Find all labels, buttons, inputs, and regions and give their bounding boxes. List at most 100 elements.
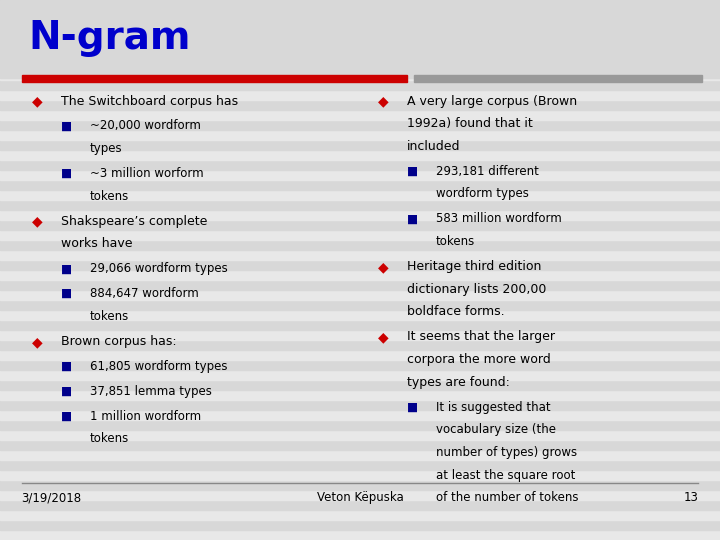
- Text: ◆: ◆: [378, 330, 389, 345]
- Bar: [0, 260, 720, 270]
- Text: works have: works have: [61, 238, 132, 251]
- Bar: [0, 410, 720, 420]
- Text: N-gram: N-gram: [29, 19, 192, 57]
- Bar: [0, 140, 720, 150]
- Text: 884,647 wordform: 884,647 wordform: [90, 287, 199, 300]
- Bar: [0, 460, 720, 470]
- Text: ◆: ◆: [378, 94, 389, 109]
- Text: ■: ■: [61, 360, 72, 373]
- Text: 583 million wordform: 583 million wordform: [436, 212, 562, 225]
- Bar: [0, 420, 720, 430]
- Text: ■: ■: [407, 165, 418, 178]
- Text: of the number of tokens: of the number of tokens: [436, 491, 578, 504]
- Text: ◆: ◆: [32, 94, 43, 109]
- Bar: [0, 340, 720, 350]
- Bar: [0, 270, 720, 280]
- Bar: [0, 10, 720, 20]
- Text: It seems that the larger: It seems that the larger: [407, 330, 555, 343]
- Text: ◆: ◆: [32, 335, 43, 349]
- Bar: [0, 30, 720, 40]
- Text: at least the square root: at least the square root: [436, 469, 575, 482]
- Bar: [0, 50, 720, 60]
- Text: 13: 13: [683, 491, 698, 504]
- Bar: [0, 110, 720, 120]
- Bar: [0, 330, 720, 340]
- Bar: [0, 280, 720, 290]
- Bar: [0, 310, 720, 320]
- Bar: [0, 440, 720, 450]
- Text: 61,805 wordform types: 61,805 wordform types: [90, 360, 228, 373]
- Bar: [0, 0, 720, 10]
- Bar: [414, 75, 702, 82]
- Text: The Switchboard corpus has: The Switchboard corpus has: [61, 94, 238, 107]
- Text: ■: ■: [61, 287, 72, 300]
- Text: 29,066 wordform types: 29,066 wordform types: [90, 262, 228, 275]
- Bar: [0, 530, 720, 540]
- Text: types are found:: types are found:: [407, 376, 510, 389]
- Text: Heritage third edition: Heritage third edition: [407, 260, 541, 273]
- Bar: [0, 250, 720, 260]
- Bar: [0, 160, 720, 170]
- Text: vocabulary size (the: vocabulary size (the: [436, 423, 556, 436]
- Bar: [0, 40, 720, 50]
- Text: 1992a) found that it: 1992a) found that it: [407, 117, 533, 130]
- Text: ■: ■: [61, 167, 72, 180]
- Bar: [0, 220, 720, 230]
- Bar: [0, 130, 720, 140]
- Text: types: types: [90, 142, 122, 155]
- Text: ■: ■: [407, 401, 418, 414]
- Text: ~3 million worform: ~3 million worform: [90, 167, 204, 180]
- Text: boldface forms.: boldface forms.: [407, 306, 505, 319]
- Bar: [0, 60, 720, 70]
- Text: Brown corpus has:: Brown corpus has:: [61, 335, 177, 348]
- Bar: [0, 520, 720, 530]
- Text: ■: ■: [61, 119, 72, 132]
- Text: corpora the more word: corpora the more word: [407, 353, 551, 366]
- Text: number of types) grows: number of types) grows: [436, 446, 577, 459]
- Text: tokens: tokens: [90, 433, 130, 446]
- Text: 37,851 lemma types: 37,851 lemma types: [90, 385, 212, 398]
- Bar: [0, 390, 720, 400]
- Text: ■: ■: [61, 262, 72, 275]
- Bar: [0, 210, 720, 220]
- Bar: [0, 290, 720, 300]
- Text: Shakspeare’s complete: Shakspeare’s complete: [61, 215, 207, 228]
- Bar: [0, 320, 720, 330]
- Bar: [0, 360, 720, 370]
- Bar: [0, 70, 720, 80]
- Bar: [0, 230, 720, 240]
- Text: included: included: [407, 140, 460, 153]
- Bar: [0, 100, 720, 110]
- Bar: [0, 80, 720, 90]
- Text: 293,181 different: 293,181 different: [436, 165, 539, 178]
- Bar: [0, 20, 720, 30]
- Bar: [0, 380, 720, 390]
- Bar: [0, 490, 720, 500]
- Text: ~20,000 wordform: ~20,000 wordform: [90, 119, 201, 132]
- Bar: [0, 240, 720, 250]
- Bar: [0, 500, 720, 510]
- Bar: [0, 450, 720, 460]
- Bar: [0, 350, 720, 360]
- Bar: [0, 200, 720, 210]
- Text: tokens: tokens: [436, 235, 475, 248]
- Bar: [0, 90, 720, 100]
- Bar: [0, 0, 720, 78]
- Text: A very large corpus (Brown: A very large corpus (Brown: [407, 94, 577, 107]
- Bar: [0, 170, 720, 180]
- Bar: [0, 120, 720, 130]
- Bar: [0, 470, 720, 480]
- Text: Veton Këpuska: Veton Këpuska: [317, 491, 403, 504]
- Bar: [0, 300, 720, 310]
- Text: 3/19/2018: 3/19/2018: [22, 491, 82, 504]
- Text: wordform types: wordform types: [436, 187, 528, 200]
- Bar: [0, 180, 720, 190]
- Text: ◆: ◆: [378, 260, 389, 274]
- Text: ◆: ◆: [32, 215, 43, 229]
- Text: dictionary lists 200,00: dictionary lists 200,00: [407, 283, 546, 296]
- Text: tokens: tokens: [90, 310, 130, 323]
- Bar: [0, 370, 720, 380]
- Text: ■: ■: [61, 385, 72, 398]
- Bar: [0, 190, 720, 200]
- Bar: [0, 480, 720, 490]
